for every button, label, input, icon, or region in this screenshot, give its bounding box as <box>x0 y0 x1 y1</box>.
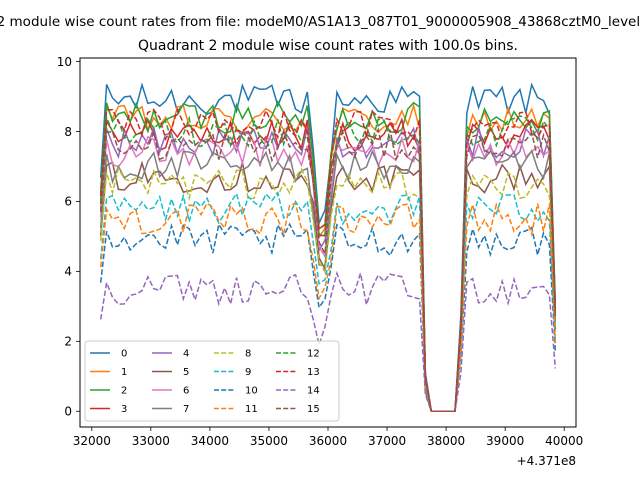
legend-label-4: 4 <box>183 349 189 360</box>
y-tick-label: 6 <box>64 195 72 209</box>
legend-label-3: 3 <box>121 404 127 415</box>
series-line-8 <box>99 166 557 413</box>
series-line-15 <box>99 127 557 413</box>
y-tick-label: 4 <box>64 265 72 279</box>
x-tick-label: 36000 <box>309 434 347 448</box>
series-line-9 <box>99 191 557 413</box>
x-tick-label: 37000 <box>368 434 406 448</box>
x-tick-label: 35000 <box>250 434 288 448</box>
series-line-7 <box>99 149 557 413</box>
x-tick-label: 32000 <box>73 434 111 448</box>
y-axis: 0 2 4 6 8 10 <box>57 55 80 419</box>
figure-suptitle: Plot of Quadrant 2 module wise count rat… <box>0 14 640 30</box>
series-layer <box>99 82 557 413</box>
x-axis: 32000 33000 34000 35000 36000 37000 38000 39000… <box>73 427 583 448</box>
series-line-13 <box>99 107 557 413</box>
x-tick-label: 39000 <box>486 434 524 448</box>
series-line-10 <box>99 222 557 413</box>
x-tick-label: 40000 <box>545 434 583 448</box>
x-axis-offset-label: +4.371e8 <box>517 454 576 468</box>
y-tick-label: 8 <box>64 125 72 139</box>
legend-label-2: 2 <box>121 386 127 397</box>
x-tick-label: 33000 <box>132 434 170 448</box>
legend-label-6: 6 <box>183 386 189 397</box>
legend-label-7: 7 <box>183 404 189 415</box>
y-tick-label: 0 <box>64 405 72 419</box>
legend-label-1: 1 <box>121 367 127 378</box>
legend-label-14: 14 <box>307 386 320 397</box>
series-line-6 <box>99 135 557 413</box>
legend-label-0: 0 <box>121 349 127 360</box>
legend-label-11: 11 <box>245 404 258 415</box>
legend-label-12: 12 <box>307 349 320 360</box>
legend-label-5: 5 <box>183 367 189 378</box>
legend-label-9: 9 <box>245 367 251 378</box>
legend-label-10: 10 <box>245 386 258 397</box>
legend-label-13: 13 <box>307 367 320 378</box>
legend-label-15: 15 <box>307 404 320 415</box>
series-line-11 <box>99 202 557 413</box>
series-line-12 <box>99 115 557 413</box>
chart-title: Quadrant 2 module wise count rates with … <box>138 38 518 54</box>
y-tick-label: 10 <box>57 55 72 69</box>
x-tick-label: 34000 <box>191 434 229 448</box>
legend-label-8: 8 <box>245 349 251 360</box>
series-line-14 <box>99 270 557 413</box>
y-tick-label: 2 <box>64 335 72 349</box>
x-tick-label: 38000 <box>427 434 465 448</box>
legend-box <box>84 340 340 422</box>
